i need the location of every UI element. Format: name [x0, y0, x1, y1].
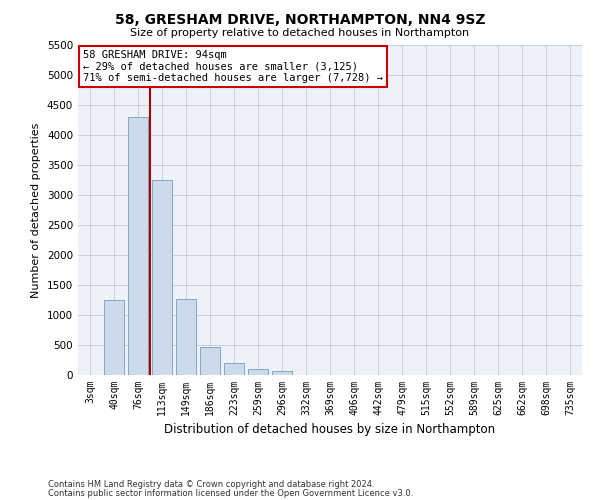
X-axis label: Distribution of detached houses by size in Northampton: Distribution of detached houses by size …	[164, 424, 496, 436]
Bar	[152, 180, 172, 375]
Bar	[176, 298, 196, 375]
Text: 58, GRESHAM DRIVE, NORTHAMPTON, NN4 9SZ: 58, GRESHAM DRIVE, NORTHAMPTON, NN4 9SZ	[115, 12, 485, 26]
Text: Contains public sector information licensed under the Open Government Licence v3: Contains public sector information licen…	[48, 488, 413, 498]
Bar	[224, 363, 244, 375]
Bar	[104, 300, 124, 375]
Text: Contains HM Land Registry data © Crown copyright and database right 2024.: Contains HM Land Registry data © Crown c…	[48, 480, 374, 489]
Y-axis label: Number of detached properties: Number of detached properties	[31, 122, 41, 298]
Bar	[200, 346, 220, 375]
Text: 58 GRESHAM DRIVE: 94sqm
← 29% of detached houses are smaller (3,125)
71% of semi: 58 GRESHAM DRIVE: 94sqm ← 29% of detache…	[83, 50, 383, 83]
Bar	[128, 117, 148, 375]
Text: Size of property relative to detached houses in Northampton: Size of property relative to detached ho…	[130, 28, 470, 38]
Bar	[248, 369, 268, 375]
Bar	[272, 370, 292, 375]
